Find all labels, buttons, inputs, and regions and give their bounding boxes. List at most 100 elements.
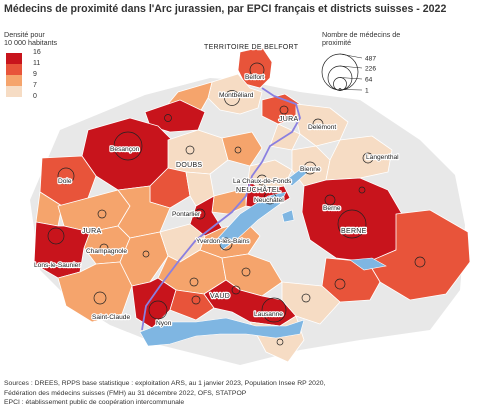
density-break-0: 0 [33,93,37,100]
circle-yverdon [219,237,233,251]
region-vevey [281,281,341,325]
circle-jura-fr-1 [97,209,107,219]
label-neuchatel: Neuchâtel [254,197,284,204]
label-lons: Lons-le-Saunier [34,262,81,269]
label-neuchatel-canton: NEUCHÂTEL [236,185,281,194]
circle-south-vaud [276,338,284,346]
sources-line-3: EPCI : établissement public de coopérati… [4,399,185,407]
doctor-circles [47,62,426,346]
density-class-4 [6,86,22,97]
circle-vaud-centre [189,277,199,287]
density-break-7: 7 [33,82,37,89]
label-berne: BERNE [341,228,367,235]
circle-belfort [249,62,265,78]
circle-morges [191,295,201,305]
label-montbeliard: Montbéliard [219,92,254,99]
density-break-9: 9 [33,71,37,78]
density-legend-title: Densité pour 10 000 habitants [4,30,58,48]
circle-delemont [312,118,324,130]
circle-berne-3 [358,186,366,194]
density-break-11: 11 [33,60,41,67]
circle-pontarlier [194,208,206,220]
circle-thoune [334,278,346,290]
circle-champagnole [99,243,109,253]
label-doubs: DOUBS [176,162,202,169]
density-class-1 [6,53,22,64]
size-legend-title-line-1: Nombre de médecins de [322,30,401,39]
density-class-2 [6,64,22,75]
label-saint-claude: Saint-Claude [92,314,130,321]
circle-doubs-2 [234,146,242,154]
region-morges [169,289,215,321]
map-title: Médecins de proximité dans l'Arc jurassi… [4,3,447,15]
circle-lausanne-2 [231,285,241,295]
region-langenthal [325,135,393,181]
place-labels: TERRITOIRE DE BELFORT Belfort Montbéliar… [33,43,401,328]
label-dole: Dole [58,178,72,185]
density-legend: 16 11 9 7 0 [6,49,66,103]
label-delemont: Delémont [308,124,336,131]
density-legend-title-line-2: 10 000 habitants [4,38,58,48]
label-bienne: Bienne [300,166,321,173]
circle-porrentruy [279,105,289,115]
circle-nyon [148,300,168,320]
circle-besancon [113,131,143,161]
lake-thoune [349,257,387,271]
circle-vaud-east [241,267,251,277]
label-yverdon: Yverdon-les-Bains [196,238,250,245]
label-pontarlier: Pontarlier [172,211,201,218]
size-legend-leader-64 [339,77,363,80]
label-lausanne: Lausanne [254,311,283,318]
label-champagnole: Champagnole [86,248,127,255]
size-legend: 487 226 64 1 [321,53,376,95]
density-class-3 [6,75,22,86]
size-legend-title: Nombre de médecins de proximité [322,30,432,48]
circle-langenthal [362,152,374,164]
size-legend-value-487: 487 [365,56,376,63]
density-break-16: 16 [33,49,41,56]
size-legend-leader-1 [340,89,363,91]
circle-haut-jura [142,250,150,258]
circle-lons [47,227,65,245]
label-territoire-de-belfort: TERRITOIRE DE BELFORT [204,44,299,51]
region-belfort [237,46,273,89]
size-legend-circle-1 [338,88,342,91]
size-legend-title-line-2: proximité [322,38,352,48]
size-legend-leader-487 [339,53,363,59]
circle-bienne [303,161,317,175]
sources-line-1: Sources : DREES, RPPS base statistique :… [4,380,326,387]
size-legend-circle-487 [321,53,359,91]
label-nyon: Nyon [156,320,172,327]
label-besancon: Besançon [110,146,140,153]
lake-neuchatel [217,191,287,251]
sources-line-2: Fédération des médecins suisses (FMH) au… [4,389,247,397]
label-berne-city: Berne [323,205,341,212]
circle-saint-claude [93,291,107,305]
size-legend-leader-226 [339,65,363,69]
circle-berne [337,209,367,239]
density-legend-title-line-1: Densité pour [4,30,45,39]
circle-doubs-1 [185,145,195,155]
label-jura-fr: JURA [82,228,102,235]
sources: Sources : DREES, RPPS base statistique :… [4,379,474,408]
france-switzerland-border [141,87,301,331]
region-delemont [295,103,349,147]
lakes [139,167,387,347]
circle-berne-east [414,256,426,268]
region-montbeliard [207,73,263,115]
circle-dole [57,167,75,185]
label-langenthal: Langenthal [366,154,399,161]
circle-besancon-n [164,114,172,122]
lake-morat [281,209,295,223]
circle-vevey [301,293,311,303]
region-doubs-2 [221,131,263,167]
region-berne-east [367,209,471,301]
size-legend-value-226: 226 [365,66,376,73]
circle-montbeliard [224,90,240,106]
circle-chaux-de-fonds [256,174,268,186]
size-legend-value-64: 64 [365,77,373,84]
size-legend-value-1: 1 [365,88,369,95]
lake-leman [139,317,305,347]
label-belfort: Belfort [245,74,264,81]
